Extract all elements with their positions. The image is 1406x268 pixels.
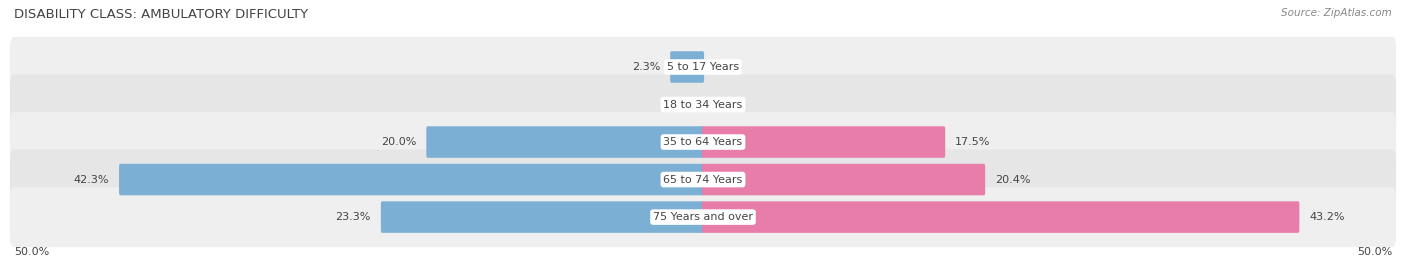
Text: 43.2%: 43.2% bbox=[1309, 212, 1344, 222]
Text: Source: ZipAtlas.com: Source: ZipAtlas.com bbox=[1281, 8, 1392, 18]
FancyBboxPatch shape bbox=[10, 187, 1396, 247]
FancyBboxPatch shape bbox=[702, 201, 1299, 233]
FancyBboxPatch shape bbox=[702, 164, 986, 195]
Text: 2.3%: 2.3% bbox=[631, 62, 661, 72]
FancyBboxPatch shape bbox=[10, 75, 1396, 135]
Text: 50.0%: 50.0% bbox=[14, 247, 49, 257]
Text: 65 to 74 Years: 65 to 74 Years bbox=[664, 174, 742, 185]
FancyBboxPatch shape bbox=[426, 126, 704, 158]
Text: 20.0%: 20.0% bbox=[381, 137, 416, 147]
Text: 17.5%: 17.5% bbox=[955, 137, 991, 147]
Text: 42.3%: 42.3% bbox=[73, 174, 110, 185]
Text: 0.0%: 0.0% bbox=[714, 62, 742, 72]
Text: 50.0%: 50.0% bbox=[1357, 247, 1392, 257]
FancyBboxPatch shape bbox=[120, 164, 704, 195]
Text: 5 to 17 Years: 5 to 17 Years bbox=[666, 62, 740, 72]
FancyBboxPatch shape bbox=[10, 37, 1396, 97]
Text: 75 Years and over: 75 Years and over bbox=[652, 212, 754, 222]
FancyBboxPatch shape bbox=[702, 126, 945, 158]
Text: 0.0%: 0.0% bbox=[714, 99, 742, 110]
Text: 35 to 64 Years: 35 to 64 Years bbox=[664, 137, 742, 147]
FancyBboxPatch shape bbox=[10, 112, 1396, 172]
FancyBboxPatch shape bbox=[10, 150, 1396, 210]
Text: 20.4%: 20.4% bbox=[995, 174, 1031, 185]
Text: 18 to 34 Years: 18 to 34 Years bbox=[664, 99, 742, 110]
FancyBboxPatch shape bbox=[671, 51, 704, 83]
Text: 0.0%: 0.0% bbox=[664, 99, 692, 110]
Text: DISABILITY CLASS: AMBULATORY DIFFICULTY: DISABILITY CLASS: AMBULATORY DIFFICULTY bbox=[14, 8, 308, 21]
FancyBboxPatch shape bbox=[381, 201, 704, 233]
Text: 23.3%: 23.3% bbox=[336, 212, 371, 222]
